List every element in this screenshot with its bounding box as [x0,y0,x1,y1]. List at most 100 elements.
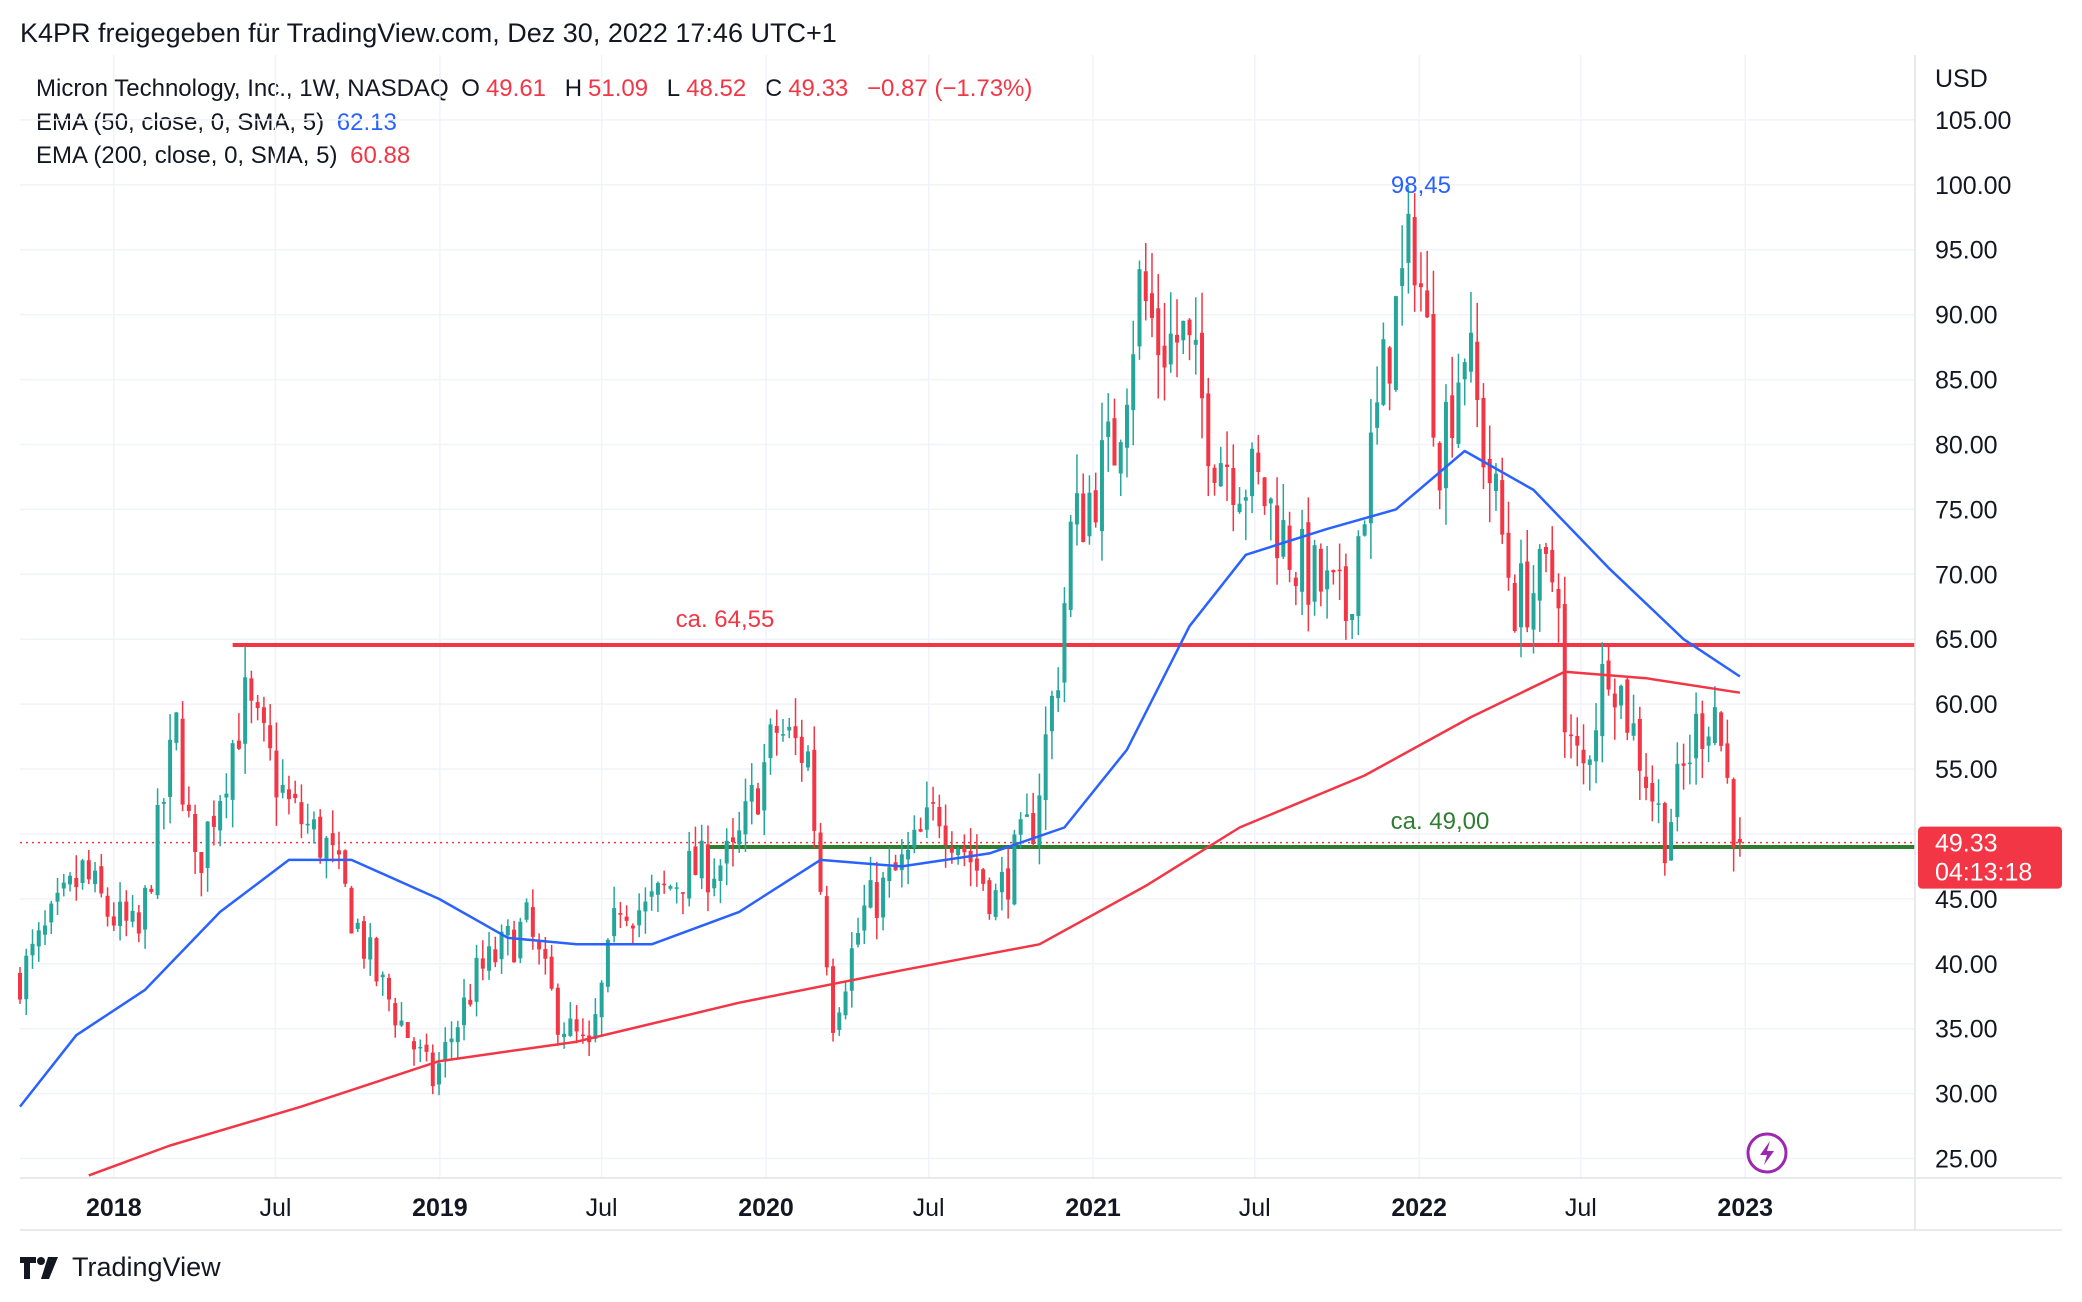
candle-body [612,908,617,937]
candle-body [555,987,560,1035]
candle-body [1581,749,1586,764]
candle-body [393,1003,398,1026]
candle-body [1737,839,1742,843]
candle-body [1418,283,1423,288]
candle-body [856,933,861,945]
candle-body [630,925,635,929]
candle-body [1362,524,1367,536]
candle-body [218,801,223,831]
price-tag-box [1918,826,2062,889]
candle-body [599,982,604,1018]
candle-body [311,819,316,830]
candle-body [49,903,54,923]
candle-body [130,910,135,922]
candle-body [1187,319,1192,336]
candle-body [493,949,498,963]
candle-body [93,870,98,885]
candle-body [1300,529,1305,592]
candle-body [1562,604,1567,733]
candle-body [1156,308,1161,356]
candle-body [1669,822,1674,861]
ema50-value: 62.13 [336,109,397,136]
x-tick-label: Jul [1239,1194,1271,1222]
candle-body [368,937,373,960]
candle-body [1143,271,1148,302]
candle-body [43,925,48,935]
candle-body [1700,713,1705,749]
high-value: 51.09 [588,75,649,102]
candle-body [937,806,942,827]
y-tick-label: 100.00 [1935,172,2011,200]
candle-body [862,905,867,931]
candle-body [336,850,341,855]
x-tick-label: 2018 [86,1194,142,1222]
candle-body [268,725,273,749]
candle-body [712,878,717,889]
candle-body [1093,490,1098,523]
candle-body [55,892,60,902]
candle-body [824,896,829,968]
candle-body [1043,734,1048,801]
candle-body [674,887,679,889]
candle-body [255,702,260,709]
currency-label: USD [1935,65,1988,93]
candle-body [1275,505,1280,559]
candle-body [1237,503,1242,513]
candle-body [1175,334,1180,343]
candle-body [931,802,936,804]
candle-body [524,902,529,920]
candle-body [149,888,154,892]
candle-body [1687,762,1692,765]
candle-body [355,922,360,929]
candle-body [1600,664,1605,737]
candle-body [1231,468,1236,506]
y-tick-label: 60.00 [1935,691,1998,719]
candle-body [718,865,723,881]
candle-body [743,801,748,835]
candle-body [724,840,729,864]
candle-body [1149,293,1154,318]
candle-body [962,847,967,853]
price-chart[interactable]: 25.00 30.00 35.00 40.00 45.00 55.00 60.00 65.00… [0,0,2082,1240]
candle-body [605,939,610,987]
footer-brand[interactable]: TradingView [20,1252,221,1283]
candle-body [1475,341,1480,400]
candle-body [430,1052,435,1087]
ema200-value: 60.88 [350,142,411,169]
candle-body [1018,819,1023,835]
ema50-line [19,449,1741,1108]
candle-body [1587,759,1592,765]
candle-body [924,807,929,830]
candle-body [18,972,22,1000]
candle-body [1393,296,1398,390]
x-tick-label: Jul [1565,1194,1597,1222]
candle-body [1081,493,1086,542]
candle-body [580,1034,585,1037]
candle-body [1650,783,1655,802]
candle-body [30,943,35,956]
price-tag-price: 49.33 [1935,830,1998,858]
candle-body [412,1041,417,1050]
x-tick-label: 2023 [1717,1194,1773,1222]
candle-body [943,825,948,846]
replay-button[interactable] [1746,1132,1788,1174]
candle-body [399,1020,404,1026]
candle-body [230,743,235,800]
candle-body [143,887,148,930]
candle-body [74,878,79,888]
candle-body [480,958,485,969]
x-tick-label: 2020 [738,1194,794,1222]
candle-body [236,740,241,749]
candle-body [474,957,479,1002]
candle-body [1006,868,1011,900]
y-tick-label: 40.00 [1935,951,1998,979]
symbol-name[interactable]: Micron Technology, Inc., 1W, NASDAQ [36,75,449,102]
candle-body [418,1046,423,1049]
candle-body [649,891,654,897]
candle-body [793,726,798,739]
candle-body [1268,498,1273,504]
ema200-legend-row[interactable]: EMA (200, close, 0, SMA, 5) 60.88 [36,142,416,170]
candle-body [1731,779,1736,848]
candle-body [455,1027,460,1043]
candle-body [1381,339,1386,405]
